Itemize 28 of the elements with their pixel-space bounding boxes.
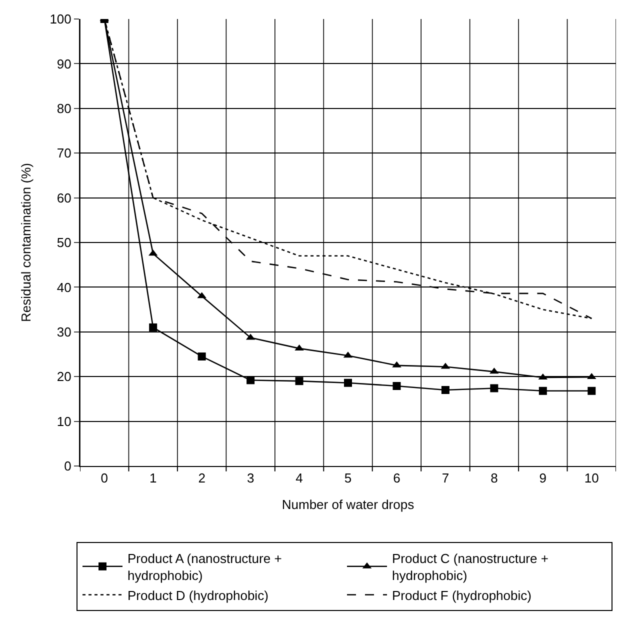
- y-tick-label: 70: [56, 146, 72, 161]
- x-axis-title: Number of water drops: [282, 497, 415, 512]
- x-tick-label: 7: [442, 470, 450, 486]
- x-tick-label: 0: [100, 470, 108, 486]
- x-tick-label: 10: [584, 470, 599, 486]
- x-tick-label: 2: [198, 470, 206, 486]
- legend-label: Product C (nanostructure + hydrophobic): [392, 551, 548, 583]
- y-tick-label: 60: [56, 190, 72, 206]
- legend-label: Product D (hydrophobic): [128, 588, 268, 603]
- y-tick-label: 30: [56, 324, 72, 340]
- y-tick-label: 40: [56, 280, 72, 295]
- legend-label: Product F (hydrophobic): [392, 588, 532, 603]
- x-tick-label: 1: [149, 470, 157, 486]
- legend-label: Product A (nanostructure + hydrophobic): [128, 551, 282, 583]
- y-tick-label: 50: [56, 235, 72, 250]
- y-tick-label: 100: [50, 12, 72, 27]
- x-tick-label: 5: [344, 470, 352, 486]
- y-tick-label: 0: [64, 458, 72, 474]
- x-tick-label: 6: [393, 470, 400, 486]
- y-tick-label: 10: [56, 414, 72, 429]
- y-axis-title: Residual contamination (%): [18, 163, 34, 322]
- y-tick-label: 80: [56, 100, 72, 116]
- x-tick-label: 8: [490, 470, 498, 486]
- x-tick-label: 9: [539, 470, 547, 486]
- x-tick-label: 3: [246, 470, 254, 486]
- x-tick-label: 4: [296, 470, 303, 486]
- y-tick-label: 20: [56, 369, 72, 384]
- y-tick-label: 90: [56, 56, 72, 72]
